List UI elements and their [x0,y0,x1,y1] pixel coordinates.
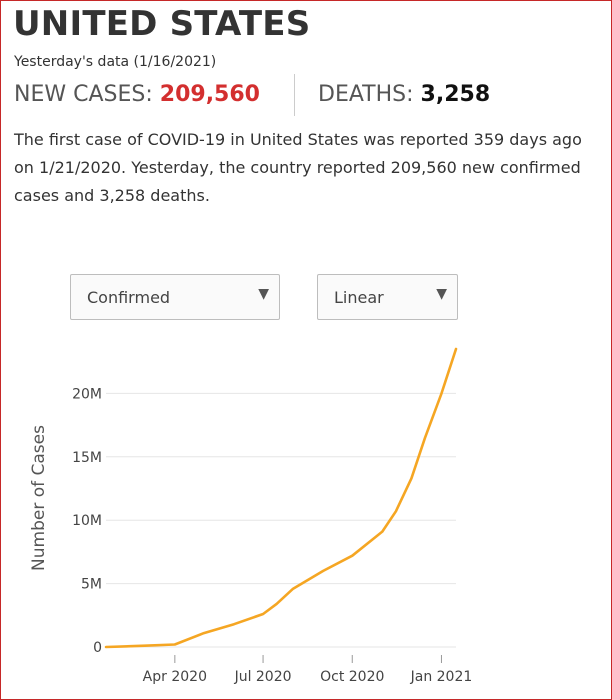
x-tick-label: Jan 2021 [410,669,473,685]
new-cases-stat: NEW CASES: 209,560 [14,82,260,107]
country-title: UNITED STATES [13,4,311,44]
y-tick-label: 20M [72,386,102,402]
summary-covid: COVID-19 [147,130,226,149]
new-cases-label: NEW CASES: [14,82,153,107]
new-cases-value: 209,560 [159,82,260,107]
y-tick-label: 0 [93,640,102,656]
x-tick-label: Oct 2020 [320,669,384,685]
y-tick-label: 15M [72,450,102,466]
y-tick-label: 10M [72,513,102,529]
deaths-value: 3,258 [420,82,491,107]
y-axis-ticks: 0 5M 10M 15M 20M [72,386,102,656]
deaths-stat: DEATHS: 3,258 [318,82,490,107]
x-tick-label: Jul 2020 [234,669,292,685]
stats-row: NEW CASES: 209,560 DEATHS: 3,258 [14,74,574,118]
metric-select[interactable]: Confirmed ▼ [70,274,280,320]
caret-down-icon: ▼ [258,286,269,302]
chart-grid [106,392,456,648]
caret-down-icon: ▼ [436,286,447,302]
series-line [104,347,458,649]
cases-chart: 0 5M 10M 15M 20M Apr 2020 Jul 2020 Oct 2020 Jan… [29,347,473,685]
stats-divider [294,74,295,116]
summary-line3: cases and 3,258 deaths. [14,186,210,205]
y-axis-label: Number of Cases [29,425,49,571]
x-axis-ticks: Apr 2020 Jul 2020 Oct 2020 Jan 2021 [143,655,473,685]
x-tick-label: Apr 2020 [143,669,207,685]
data-date: Yesterday's data (1/16/2021) [14,54,217,70]
summary-line2: on 1/21/2020. Yesterday, the country rep… [14,158,581,177]
scale-select[interactable]: Linear ▼ [317,274,458,320]
scale-select-value: Linear [334,288,384,307]
summary-line1-a: The first case of [14,130,148,149]
deaths-label: DEATHS: [318,82,414,107]
summary-text: The first case of COVID-19 in United Sta… [14,126,604,210]
summary-line1-c: in United States was reported 359 days a… [225,130,582,149]
metric-select-value: Confirmed [87,288,171,307]
y-tick-label: 5M [81,577,102,593]
